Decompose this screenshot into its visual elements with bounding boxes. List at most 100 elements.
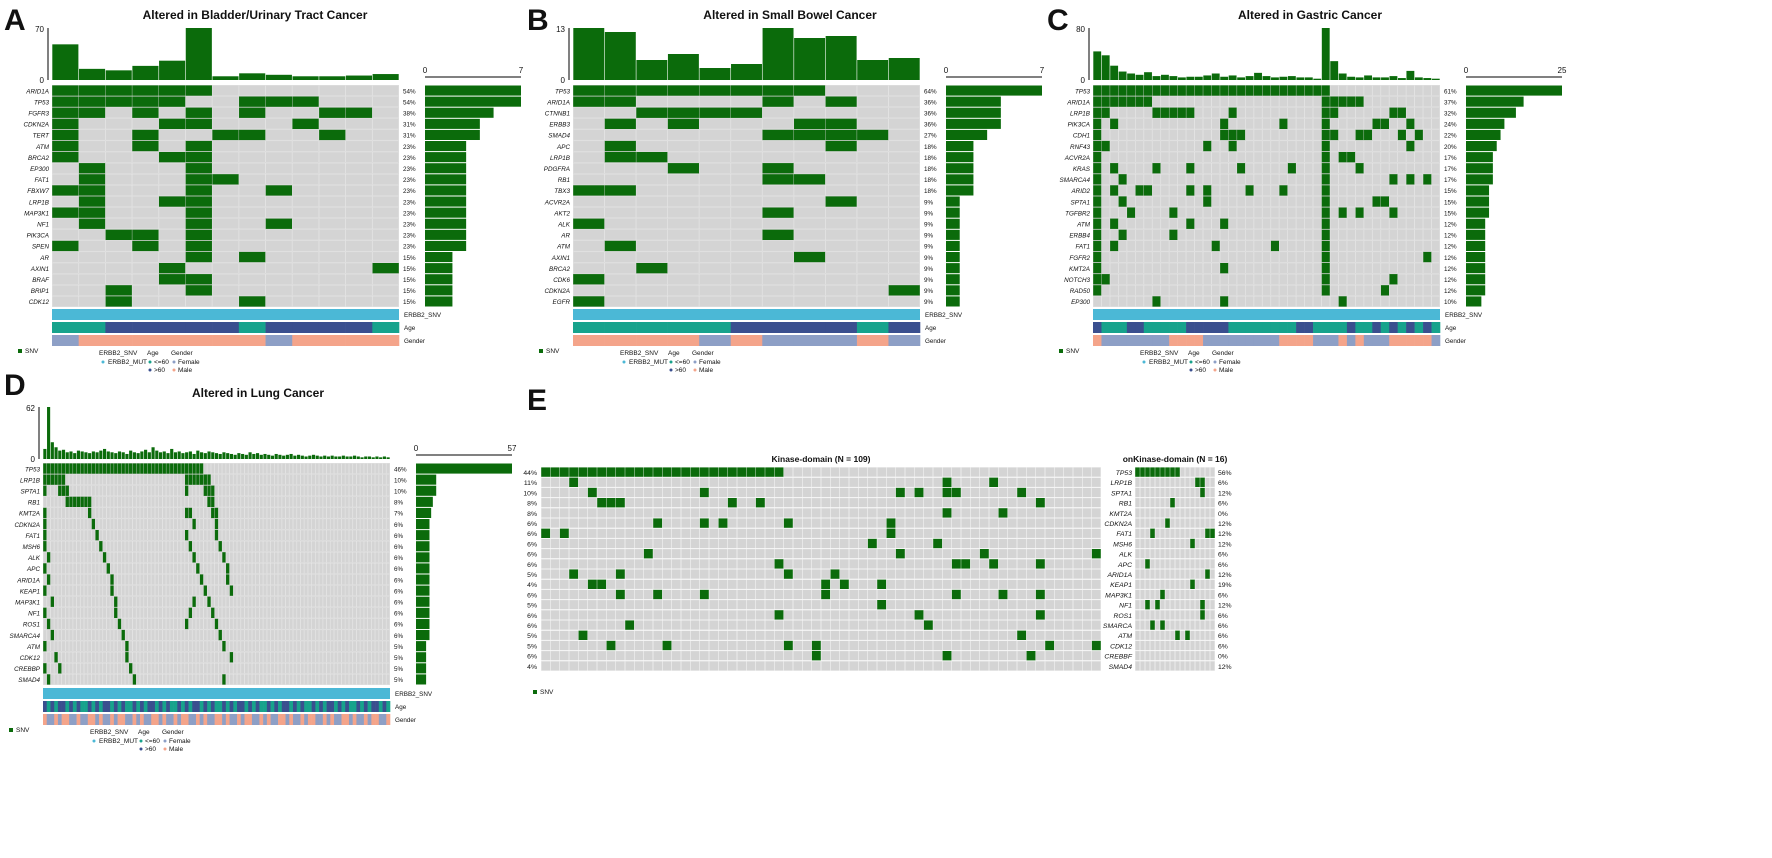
- empty-cell: [755, 548, 765, 559]
- right-bar: [416, 630, 430, 641]
- empty-cell: [251, 474, 256, 485]
- empty-cell: [319, 496, 323, 508]
- empty-cell: [1304, 218, 1313, 230]
- empty-cell: [1194, 240, 1203, 252]
- mutation-cell: [147, 463, 152, 474]
- empty-cell: [125, 674, 129, 685]
- empty-cell: [140, 629, 144, 641]
- empty-cell: [337, 640, 342, 652]
- mutation-cell: [942, 508, 952, 518]
- empty-cell: [281, 629, 286, 641]
- empty-cell: [1236, 273, 1246, 285]
- empty-cell: [61, 574, 66, 585]
- empty-cell: [690, 538, 700, 549]
- empty-cell: [184, 518, 189, 530]
- empty-cell: [203, 674, 208, 685]
- mutation-cell: [125, 463, 129, 474]
- empty-cell: [793, 569, 803, 579]
- empty-cell: [285, 618, 290, 630]
- empty-cell: [886, 589, 896, 600]
- empty-cell: [998, 579, 1008, 590]
- top-bar: [1262, 76, 1271, 80]
- mutation-cell: [1186, 185, 1195, 196]
- mutation-cell: [319, 107, 346, 118]
- empty-cell: [877, 497, 887, 508]
- empty-cell: [87, 651, 92, 663]
- mutation-cell: [229, 652, 234, 663]
- track-age-cell: [356, 701, 361, 712]
- top-bar: [196, 450, 200, 459]
- empty-cell: [367, 629, 372, 641]
- empty-cell: [341, 474, 346, 485]
- empty-cell: [87, 663, 92, 674]
- empty-cell: [136, 585, 140, 596]
- empty-cell: [356, 507, 361, 519]
- empty-cell: [1380, 273, 1390, 285]
- empty-cell: [177, 629, 182, 641]
- percent-label: 12%: [1444, 233, 1457, 240]
- empty-cell: [87, 518, 92, 530]
- mutation-cell: [783, 569, 793, 579]
- empty-cell: [50, 618, 55, 630]
- empty-cell: [1194, 96, 1203, 107]
- mutation-cell: [794, 85, 826, 96]
- percent-label: 32%: [1444, 111, 1457, 118]
- empty-cell: [207, 563, 211, 574]
- track-age-cell: [207, 701, 212, 712]
- empty-cell: [72, 552, 77, 563]
- mutation-cell: [105, 229, 132, 240]
- mutation-cell: [1338, 207, 1347, 218]
- empty-cell: [173, 485, 178, 497]
- empty-cell: [541, 548, 551, 559]
- empty-cell: [1194, 296, 1203, 307]
- percent-label: 18%: [924, 166, 937, 173]
- empty-cell: [1414, 218, 1424, 230]
- empty-cell: [184, 585, 189, 596]
- track-erbb2: [573, 309, 920, 320]
- empty-cell: [1045, 497, 1055, 508]
- empty-cell: [318, 118, 346, 130]
- empty-cell: [699, 579, 709, 590]
- empty-cell: [699, 185, 731, 196]
- empty-cell: [1118, 285, 1127, 296]
- empty-cell: [229, 518, 234, 530]
- empty-cell: [634, 508, 644, 518]
- empty-cell: [132, 207, 159, 218]
- percent-label: 9%: [924, 255, 934, 262]
- track-gender-cell: [76, 714, 81, 725]
- mutation-cell: [212, 174, 239, 185]
- empty-cell: [667, 251, 700, 263]
- empty-cell: [541, 630, 551, 641]
- empty-cell: [1253, 218, 1263, 230]
- empty-cell: [662, 508, 672, 518]
- empty-cell: [337, 563, 342, 574]
- track-gender-cell: [91, 714, 96, 725]
- track-gender-cell: [238, 335, 266, 346]
- empty-cell: [541, 620, 551, 630]
- empty-cell: [1026, 569, 1036, 579]
- empty-cell: [307, 651, 312, 663]
- empty-cell: [569, 548, 579, 559]
- empty-cell: [690, 548, 700, 559]
- empty-cell: [1262, 240, 1271, 252]
- empty-cell: [140, 585, 144, 596]
- empty-cell: [196, 663, 200, 674]
- empty-cell: [341, 585, 346, 596]
- percent-label: 64%: [924, 88, 937, 95]
- right-bar: [946, 285, 960, 296]
- empty-cell: [1228, 229, 1237, 241]
- empty-cell: [371, 463, 376, 474]
- empty-cell: [1109, 174, 1119, 185]
- empty-cell: [188, 574, 193, 585]
- empty-cell: [737, 487, 747, 498]
- track-age-cell: [46, 701, 51, 712]
- empty-cell: [1253, 240, 1263, 252]
- empty-cell: [1101, 162, 1110, 174]
- empty-cell: [541, 487, 551, 498]
- empty-cell: [998, 487, 1008, 498]
- empty-cell: [72, 585, 77, 596]
- empty-cell: [905, 508, 915, 518]
- empty-cell: [1363, 96, 1373, 107]
- mutation-cell: [185, 229, 212, 240]
